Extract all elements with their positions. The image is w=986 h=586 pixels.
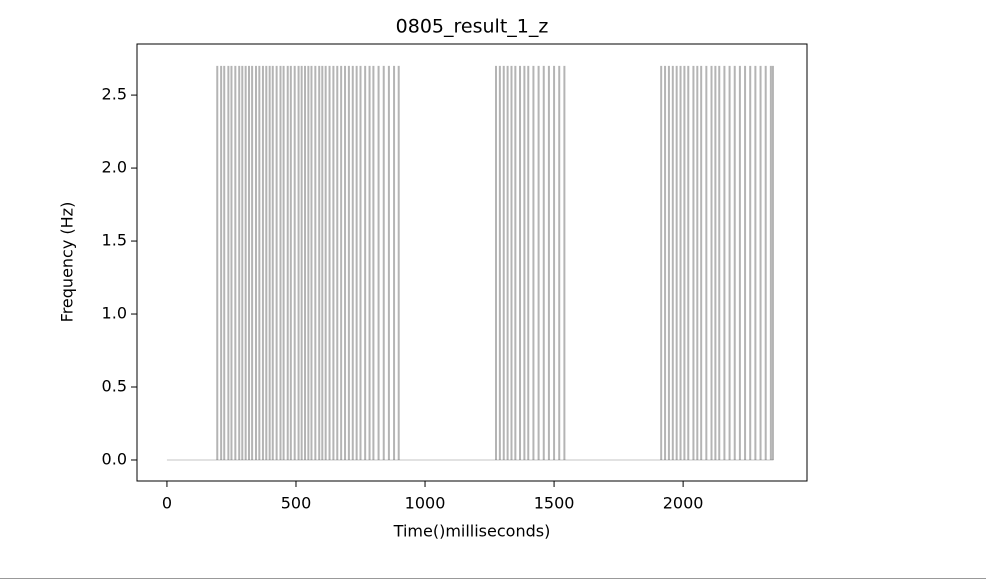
x-tick-label: 1000: [405, 494, 446, 513]
plot-frame: [136, 43, 808, 482]
x-axis-label: Time()milliseconds): [393, 522, 551, 541]
y-tick-label: 0.0: [102, 449, 127, 468]
y-tick-label: 2.5: [102, 85, 127, 104]
x-tick-label: 1500: [534, 494, 575, 513]
y-tick-label: 1.5: [102, 231, 127, 250]
y-tick-label: 2.0: [102, 158, 127, 177]
y-tick-label: 0.5: [102, 377, 127, 396]
y-tick-label: 1.0: [102, 304, 127, 323]
x-tick-label: 0: [162, 494, 172, 513]
x-tick-label: 2000: [663, 494, 704, 513]
y-axis-label: Frequency (Hz): [58, 202, 77, 323]
x-tick-label: 500: [281, 494, 312, 513]
chart-title: 0805_result_1_z: [396, 16, 549, 38]
